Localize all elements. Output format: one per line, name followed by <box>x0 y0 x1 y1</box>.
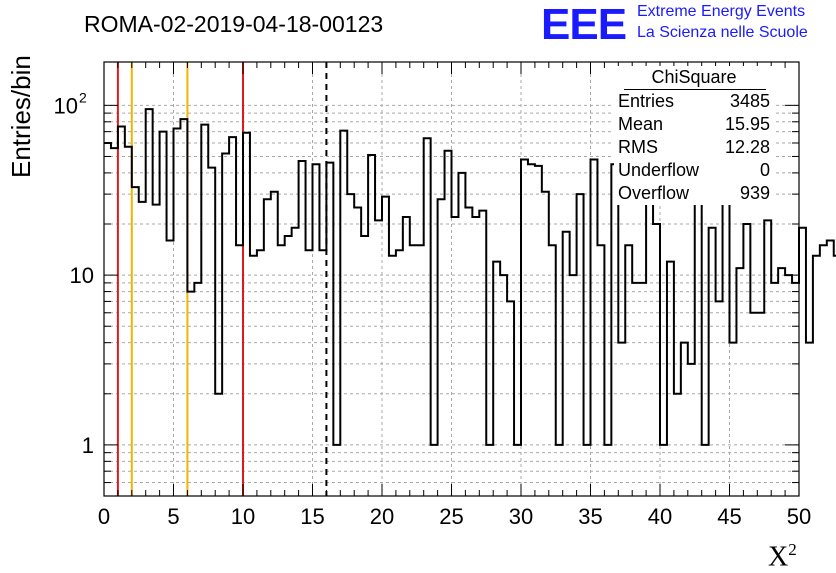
stats-row-rms: RMS 12.28 <box>614 136 774 159</box>
stats-row-mean: Mean 15.95 <box>614 113 774 136</box>
stats-label: Mean <box>618 114 664 134</box>
x-tick-label: 15 <box>300 504 324 529</box>
stats-value: 3485 <box>729 91 770 111</box>
y-tick-label-exponent: 2 <box>79 89 87 105</box>
x-axis-label: X2 <box>768 540 797 573</box>
x-axis-label-base: X <box>768 541 789 573</box>
x-tick-label: 0 <box>98 504 110 529</box>
x-tick-label: 25 <box>439 504 463 529</box>
stats-row-overflow: Overflow 939 <box>614 182 774 205</box>
logo-line-2: La Scienza nelle Scuole <box>637 24 808 41</box>
x-tick-label: 45 <box>717 504 741 529</box>
histogram-line <box>104 108 836 446</box>
y-tick-label: 1 <box>82 433 94 458</box>
y-tick-label: 10 <box>70 263 94 288</box>
x-tick-label: 40 <box>648 504 672 529</box>
plot-title: ROMA-02-2019-04-18-00123 <box>84 11 384 37</box>
stats-box: ChiSquare Entries 3485 Mean 15.95 RMS 12… <box>614 66 774 205</box>
stats-separator <box>624 89 766 90</box>
x-tick-label: 5 <box>167 504 179 529</box>
eee-logo: EEE <box>541 0 627 49</box>
stats-value: 0 <box>759 160 770 180</box>
x-tick-label: 35 <box>578 504 602 529</box>
stats-label: Entries <box>618 91 675 111</box>
stats-row-underflow: Underflow 0 <box>614 159 774 182</box>
y-axis-label: Entries/bin <box>6 55 36 178</box>
stats-value: 15.95 <box>724 114 770 134</box>
x-tick-label: 30 <box>509 504 533 529</box>
stats-value: 12.28 <box>724 137 770 157</box>
stats-value: 939 <box>739 183 770 203</box>
logo-line-1: Extreme Energy Events <box>637 3 806 20</box>
stats-label: Overflow <box>618 183 690 203</box>
x-tick-label: 10 <box>231 504 255 529</box>
stats-row-entries: Entries 3485 <box>614 90 774 113</box>
stats-title: ChiSquare <box>651 67 737 87</box>
x-axis-label-superscript: 2 <box>788 540 797 559</box>
stats-label: Underflow <box>618 160 700 180</box>
y-tick-label: 10 <box>54 93 78 118</box>
x-tick-label: 50 <box>787 504 811 529</box>
x-tick-label: 20 <box>370 504 394 529</box>
stats-label: RMS <box>618 137 658 157</box>
